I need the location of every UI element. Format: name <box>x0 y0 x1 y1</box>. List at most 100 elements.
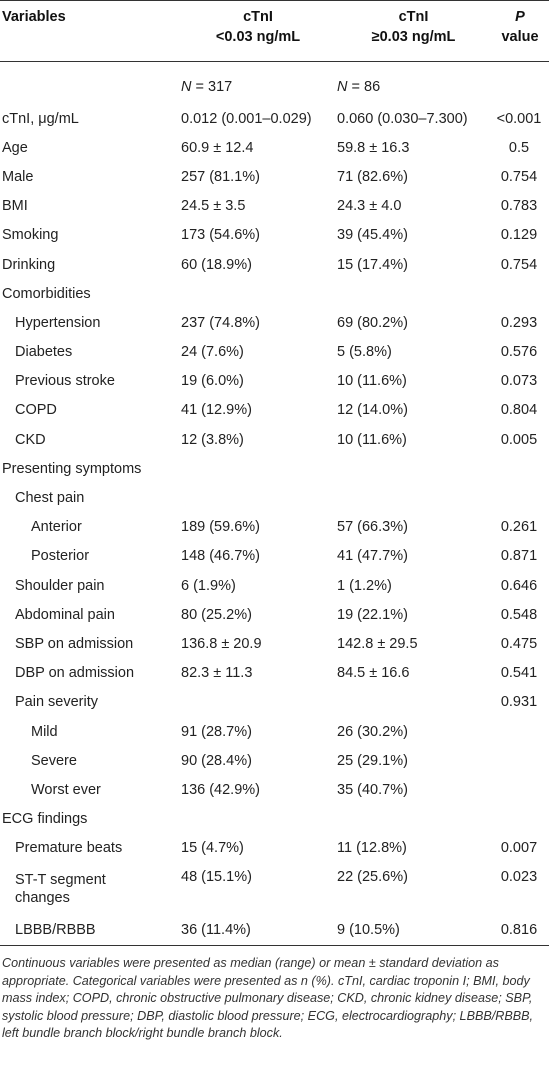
row-label-line: ST-T segment <box>15 872 106 889</box>
sample-size-row: N = 317 N = 86 <box>0 62 549 105</box>
p-value-cell: 0.804 <box>500 402 538 419</box>
row-label: Posterior <box>31 548 90 565</box>
p-value-cell: 0.754 <box>500 256 538 273</box>
value-cell-low: 60.9 ± 12.4 <box>181 139 254 156</box>
value-cell-high <box>336 483 491 512</box>
row-label: BMI <box>2 198 28 215</box>
value-cell-high <box>336 454 491 483</box>
value-cell-low: 24.5 ± 3.5 <box>181 198 246 215</box>
value-cell-low: 189 (59.6%) <box>181 519 260 536</box>
row-label: cTnI, μg/mL <box>2 110 79 127</box>
p-value-cell: 0.816 <box>491 915 549 947</box>
value-cell-high: 5 (5.8%) <box>337 344 392 361</box>
value-cell-low <box>180 483 336 512</box>
baseline-characteristics-table: Variables cTnI <0.03 ng/mL cTnI ≥0.03 ng… <box>0 0 549 947</box>
value-cell-low: 136.8 ± 20.9 <box>181 635 262 652</box>
value-cell-high: 25 (29.1%) <box>337 752 408 769</box>
row-label: Presenting symptoms <box>2 460 142 477</box>
sample-size-low: N = 317 <box>180 62 336 105</box>
row-label: Smoking <box>2 227 59 244</box>
value-cell-high: 84.5 ± 16.6 <box>337 665 410 682</box>
table-row: Abdominal pain 80 (25.2%) 19 (22.1%) 0.548 <box>0 600 549 629</box>
row-label: LBBB/RBBB <box>0 915 180 947</box>
value-cell-low: 173 (54.6%) <box>181 227 260 244</box>
header-variables: Variables <box>0 0 180 62</box>
value-cell-high: 35 (40.7%) <box>337 781 408 798</box>
p-value-cell: 0.871 <box>500 548 538 565</box>
value-cell-low: 136 (42.9%) <box>181 781 260 798</box>
value-cell-low: 237 (74.8%) <box>181 314 260 331</box>
row-label: ST-T segment changes <box>0 863 180 916</box>
row-label: Diabetes <box>15 344 73 361</box>
table-row: Shoulder pain 6 (1.9%) 1 (1.2%) 0.646 <box>0 571 549 600</box>
table-row: CKD 12 (3.8%) 10 (11.6%) 0.005 <box>0 425 549 454</box>
row-label: Age <box>2 139 28 156</box>
table-row: BMI 24.5 ± 3.5 24.3 ± 4.0 0.783 <box>0 192 549 221</box>
row-label: Severe <box>31 752 77 769</box>
row-label: SBP on admission <box>15 635 134 652</box>
header-group-high-line1: cTnI <box>398 9 429 25</box>
table-row: Pain severity 0.931 <box>0 688 549 717</box>
value-cell-low <box>180 805 336 834</box>
value-cell-low: 6 (1.9%) <box>181 577 236 594</box>
header-row: Variables cTnI <0.03 ng/mL cTnI ≥0.03 ng… <box>0 0 549 62</box>
table-row: Age 60.9 ± 12.4 59.8 ± 16.3 0.5 <box>0 133 549 162</box>
p-value-cell <box>491 279 549 308</box>
row-label: Previous stroke <box>15 373 115 390</box>
table-cell <box>491 62 549 105</box>
n-symbol: N <box>337 79 348 95</box>
value-cell-high: 1 (1.2%) <box>337 577 392 594</box>
value-cell-low: 90 (28.4%) <box>181 752 252 769</box>
table-row: Smoking 173 (54.6%) 39 (45.4%) 0.129 <box>0 221 549 250</box>
table-row: Diabetes 24 (7.6%) 5 (5.8%) 0.576 <box>0 338 549 367</box>
p-value-cell: 0.754 <box>500 168 538 185</box>
value-cell-low: 82.3 ± 11.3 <box>181 665 253 682</box>
value-cell-high: 39 (45.4%) <box>337 227 408 244</box>
header-group-low-line1: cTnI <box>243 9 273 25</box>
row-label: Mild <box>31 723 58 740</box>
value-cell-high: 26 (30.2%) <box>337 723 408 740</box>
value-cell-high: 59.8 ± 16.3 <box>337 139 410 156</box>
value-cell-low: 60 (18.9%) <box>181 256 252 273</box>
table-row: Drinking 60 (18.9%) 15 (17.4%) 0.754 <box>0 250 549 279</box>
value-cell-low <box>180 279 336 308</box>
sample-size-high: N = 86 <box>336 62 491 105</box>
header-group-high-line2: ≥0.03 ng/mL <box>371 29 456 45</box>
value-cell-high: 15 (17.4%) <box>337 256 408 273</box>
table-row: Previous stroke 19 (6.0%) 10 (11.6%) 0.073 <box>0 367 549 396</box>
table-row: Premature beats 15 (4.7%) 11 (12.8%) 0.007 <box>0 834 549 863</box>
value-cell-high: 12 (14.0%) <box>337 402 408 419</box>
p-value-cell <box>491 775 549 804</box>
n-symbol: N <box>181 79 192 95</box>
table-row: Presenting symptoms <box>0 454 549 483</box>
value-cell-high: 71 (82.6%) <box>337 168 408 185</box>
value-cell-high: 10 (11.6%) <box>337 373 407 390</box>
p-value-cell: 0.548 <box>500 606 538 623</box>
table-header: Variables cTnI <0.03 ng/mL cTnI ≥0.03 ng… <box>0 0 549 62</box>
table-row: SBP on admission 136.8 ± 20.9 142.8 ± 29.5… <box>0 629 549 658</box>
p-value-cell <box>491 746 549 775</box>
value-cell-high: 9 (10.5%) <box>336 915 491 947</box>
p-value-cell: 0.475 <box>500 635 538 652</box>
value-cell-high <box>336 688 491 717</box>
table-row: Mild 91 (28.7%) 26 (30.2%) <box>0 717 549 746</box>
table-page: Variables cTnI <0.03 ng/mL cTnI ≥0.03 ng… <box>0 0 549 1040</box>
value-cell-high: 11 (12.8%) <box>337 840 407 857</box>
header-group-low-line2: <0.03 ng/mL <box>215 29 301 45</box>
header-group-high: cTnI ≥0.03 ng/mL <box>336 0 491 62</box>
p-value-cell <box>491 483 549 512</box>
value-cell-high: 41 (47.7%) <box>337 548 408 565</box>
p-value-cell: 0.541 <box>500 665 538 682</box>
row-label: Premature beats <box>15 840 123 857</box>
table-row: DBP on admission 82.3 ± 11.3 84.5 ± 16.6 0.… <box>0 659 549 688</box>
p-value-cell: <0.001 <box>496 110 542 127</box>
table-row: cTnI, μg/mL 0.012 (0.001–0.029) 0.060 (0.0… <box>0 104 549 133</box>
row-label: Shoulder pain <box>15 577 105 594</box>
value-cell-low: 0.012 (0.001–0.029) <box>181 110 312 127</box>
value-cell-low: 257 (81.1%) <box>181 168 260 185</box>
p-value-cell: 0.005 <box>500 431 538 448</box>
p-value-cell: 0.261 <box>500 519 538 536</box>
table-row: COPD 41 (12.9%) 12 (14.0%) 0.804 <box>0 396 549 425</box>
p-value-cell: 0.576 <box>500 344 538 361</box>
table-row: Anterior 189 (59.6%) 57 (66.3%) 0.261 <box>0 513 549 542</box>
